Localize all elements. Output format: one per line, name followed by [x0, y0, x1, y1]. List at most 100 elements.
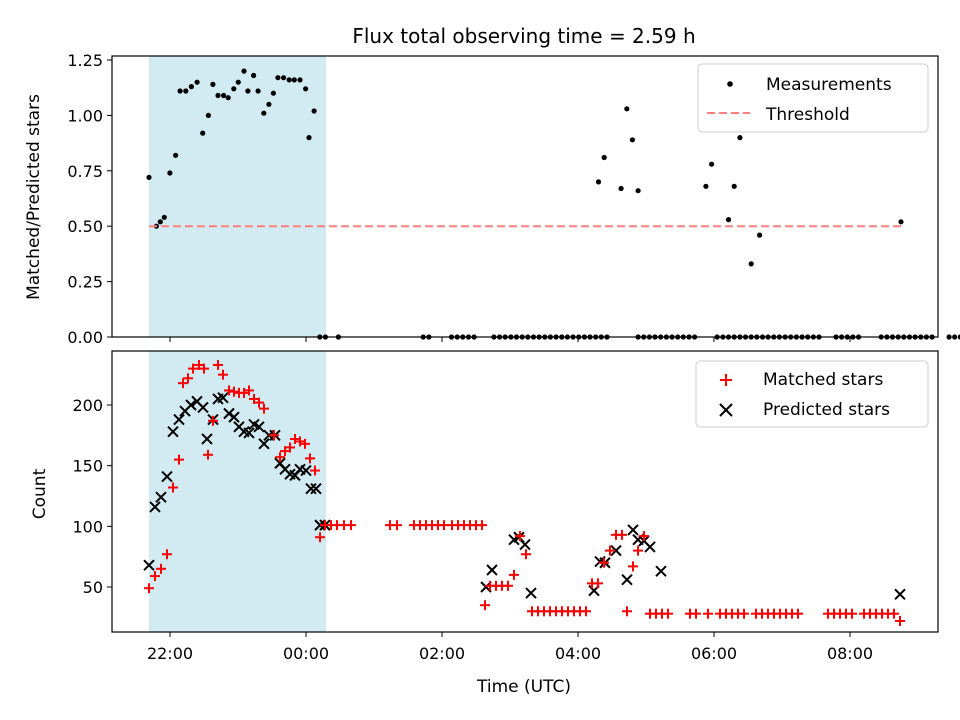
predicted-star-marker	[143, 559, 155, 571]
measurement-point	[251, 72, 257, 79]
measurement-point	[946, 334, 952, 340]
measurement-point	[194, 79, 200, 85]
measurements-legend-label: Measurements	[766, 75, 892, 95]
matched-star-marker	[259, 403, 269, 414]
predicted-star-marker	[627, 524, 639, 536]
matched-star-marker	[521, 549, 531, 560]
measurement-point	[225, 95, 231, 101]
observing-window-shade	[149, 56, 326, 337]
predicted-star-marker-b	[644, 541, 656, 553]
ratio-y-axis-label: Matched/Predicted stars	[24, 94, 44, 300]
matched-star-marker	[203, 449, 213, 460]
measurement-point	[161, 214, 167, 220]
matched-star-marker	[275, 452, 285, 463]
predicted-star-marker-b	[655, 565, 667, 577]
matched-star-marker	[889, 608, 899, 619]
predicted-star-marker	[197, 401, 209, 414]
matched-star-marker	[199, 363, 209, 374]
matched-star-marker	[515, 531, 525, 542]
predicted-stars-points	[143, 392, 906, 600]
predicted-star-marker	[155, 491, 167, 503]
measurement-point	[957, 334, 960, 340]
matched-star-marker	[300, 438, 310, 449]
matched-star-marker	[229, 386, 239, 397]
matched-star-marker	[617, 529, 627, 540]
ratio-legend: Measurements Threshold	[697, 63, 929, 133]
predicted-star-marker-b	[201, 433, 213, 445]
count-x-tick-label: 06:00	[691, 644, 737, 663]
predicted-star-marker-b	[284, 468, 296, 480]
matched-star-marker	[739, 608, 749, 619]
count-panel: 50 100 150 200 22:00 00:00 02:00 04:00 06:00 08:…	[30, 350, 939, 697]
predicted-star-marker	[161, 470, 173, 483]
matched-star-marker	[847, 608, 857, 619]
predicted-star-marker	[167, 425, 179, 438]
predicted-star-marker	[253, 421, 265, 433]
measurement-point	[235, 79, 241, 85]
measurement-point	[183, 88, 189, 94]
matched-star-marker	[691, 608, 701, 619]
ratio-y-tick-label: 0.25	[67, 273, 103, 292]
predicted-star-marker	[228, 411, 240, 423]
measurement-point	[757, 232, 763, 238]
measurement-point	[177, 88, 183, 94]
matched-star-marker	[895, 615, 905, 626]
predicted-star-marker-b	[173, 413, 185, 426]
matched-star-marker	[392, 520, 402, 531]
x-axis-label: Time (UTC)	[476, 677, 571, 697]
measurement-point	[286, 77, 292, 83]
matched-star-marker	[254, 397, 264, 408]
measurement-point	[629, 137, 636, 143]
predicted-star-marker-b	[155, 491, 167, 503]
count-y-axis-label: Count	[30, 468, 50, 519]
predicted-star-marker	[310, 483, 322, 495]
measurement-point	[306, 135, 312, 141]
matched-star-marker	[599, 557, 609, 568]
measurement-point	[270, 90, 276, 96]
matched-star-marker	[663, 608, 673, 619]
matched-star-marker	[269, 430, 279, 441]
predicted-star-marker-b	[627, 524, 639, 536]
matched-star-marker	[213, 359, 223, 370]
predicted-star-marker	[185, 399, 197, 411]
predicted-legend-marker	[719, 403, 733, 417]
matched-star-marker	[509, 569, 519, 580]
predicted-star-marker-b	[248, 418, 260, 431]
count-x-tick-label: 02:00	[419, 644, 465, 663]
predicted-star-marker-b	[143, 559, 155, 571]
matched-stars-points	[144, 359, 905, 626]
matched-star-marker	[633, 545, 643, 556]
predicted-star-marker-b	[305, 483, 317, 495]
measurement-point	[748, 261, 754, 267]
predicted-star-marker	[486, 564, 498, 576]
count-x-tick-label: 00:00	[283, 644, 329, 663]
predicted-star-marker-b	[191, 395, 203, 408]
measurement-point	[146, 174, 152, 180]
measurement-point	[297, 77, 303, 83]
predicted-star-marker-b	[525, 587, 537, 599]
measurement-point	[737, 135, 743, 141]
ratio-y-ticks: 0.00 0.25 0.50 0.75 1.00 1.25	[67, 51, 112, 347]
predicted-star-marker	[305, 483, 317, 495]
count-y-tick-label: 50	[83, 578, 103, 597]
matched-star-marker	[310, 465, 320, 476]
predicted-star-marker-b	[610, 544, 622, 557]
matched-star-marker	[208, 415, 218, 426]
measurement-point	[167, 170, 173, 176]
matched-star-marker	[174, 454, 184, 465]
ratio-x-ticks	[169, 337, 851, 342]
predicted-star-marker	[243, 427, 255, 439]
predicted-star-marker-b	[253, 421, 265, 433]
measurement-point	[241, 68, 247, 74]
matched-star-marker	[162, 549, 172, 560]
matched-star-marker	[703, 608, 713, 619]
predicted-star-marker	[655, 565, 667, 577]
measurements-legend-marker	[727, 81, 733, 87]
ratio-y-tick-label: 0.00	[67, 328, 103, 347]
count-legend: Matched stars Predicted stars	[695, 360, 929, 428]
measurement-point	[303, 86, 309, 92]
matched-legend-label: Matched stars	[763, 370, 883, 390]
matched-star-marker	[244, 385, 254, 396]
count-x-tick-label: 22:00	[147, 644, 193, 663]
predicted-star-marker-b	[519, 538, 531, 551]
